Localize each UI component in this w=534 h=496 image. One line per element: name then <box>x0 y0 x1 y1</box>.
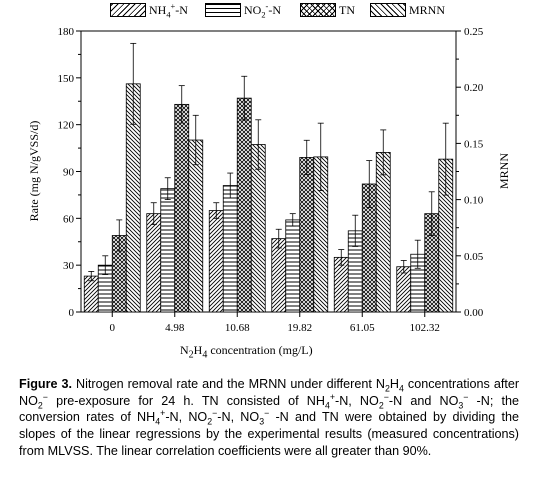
legend-label-no2: NO2--N <box>244 1 281 19</box>
legend-label-nh4: NH4+-N <box>149 1 188 19</box>
right-axis-ticks: 0.00 0.05 0.10 0.15 0.20 0.25 <box>456 26 484 319</box>
y-axis-title: Rate (mg N/gVSS/d) <box>27 121 41 222</box>
bar-diag-fwd <box>271 238 287 313</box>
y2-tick-label: 0.00 <box>464 307 484 319</box>
x-axis-ticks: 0 4.98 10.68 19.82 61.05 102.32 <box>110 312 440 334</box>
y2-axis-title: MRNN <box>497 153 511 189</box>
legend-swatch-tn <box>300 3 336 17</box>
y-tick-label: 180 <box>58 26 75 38</box>
bar-diag-fwd <box>208 210 224 313</box>
bar-diag-fwd <box>83 275 99 313</box>
y2-tick-label: 0.20 <box>464 82 484 94</box>
legend-item-no2: NO2--N <box>205 0 281 20</box>
y2-tick-label: 0.15 <box>464 138 484 150</box>
x-tick-label: 102.32 <box>410 322 440 334</box>
x-tick-label: 61.05 <box>350 322 375 334</box>
bar-horiz <box>285 219 301 313</box>
bars <box>83 42 454 313</box>
y-tick-label: 120 <box>58 120 75 132</box>
y2-tick-label: 0.25 <box>464 26 484 38</box>
y-tick-label: 30 <box>63 260 75 272</box>
bar-cross <box>236 97 252 313</box>
legend-swatch-mrnn <box>370 3 406 17</box>
x-axis-title: N2H4 concentration (mg/L) <box>180 343 313 361</box>
bar-diag-fwd <box>146 213 162 313</box>
bar-cross <box>174 103 190 313</box>
legend-swatch-nh4 <box>110 3 146 17</box>
y-tick-label: 0 <box>69 307 75 319</box>
y-tick-label: 60 <box>63 213 75 225</box>
bar-diag-fwd <box>396 266 412 313</box>
left-axis-ticks: 0 30 60 90 120 150 180 <box>58 26 81 319</box>
legend-item-mrnn: MRNN <box>370 0 445 20</box>
x-tick-label: 19.82 <box>287 322 312 334</box>
bar-chart: 0 30 60 90 120 150 180 0.00 0.05 0.10 0.15 0.20 0.2… <box>27 26 511 334</box>
y-tick-label: 150 <box>58 73 75 85</box>
legend-label-mrnn: MRNN <box>409 2 446 17</box>
bar-cross <box>299 157 315 313</box>
legend-swatch-no2 <box>205 3 241 17</box>
y2-tick-label: 0.10 <box>464 195 484 207</box>
x-tick-label: 0 <box>110 322 116 334</box>
y2-tick-label: 0.05 <box>464 251 484 263</box>
legend-label-tn: TN <box>339 2 355 17</box>
y-tick-label: 90 <box>63 167 75 179</box>
x-tick-label: 10.68 <box>225 322 250 334</box>
x-tick-label: 4.98 <box>165 322 185 334</box>
legend-item-nh4: NH4+-N <box>110 0 188 20</box>
figure-caption: Figure 3. Nitrogen removal rate and the … <box>19 377 520 458</box>
legend-item-tn: TN <box>300 0 355 20</box>
bar-horiz <box>160 188 176 313</box>
bar-diag-back <box>188 139 204 313</box>
bar-diag-back <box>375 151 391 313</box>
bar-horiz <box>222 185 238 313</box>
